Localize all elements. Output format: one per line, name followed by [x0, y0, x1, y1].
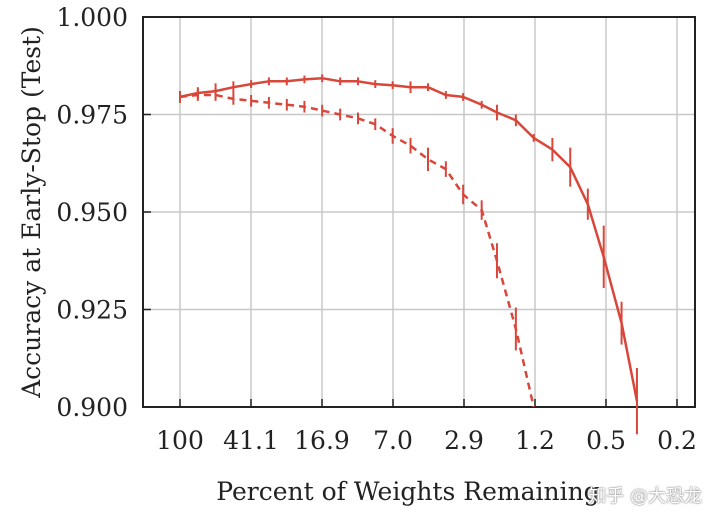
x-tick-label: 0.5 [586, 426, 626, 455]
y-axis-label: Accuracy at Early-Stop (Test) [17, 26, 46, 399]
x-tick-label: 0.2 [657, 426, 697, 455]
y-tick-label: 0.925 [56, 296, 128, 325]
y-tick-label: 0.900 [56, 393, 128, 422]
series-line-solid [179, 76, 639, 402]
x-tick-label: 100 [156, 426, 204, 455]
series-dashed [179, 89, 535, 408]
series-solid [179, 74, 639, 435]
x-tick-label: 1.2 [515, 426, 555, 455]
x-tick-label: 2.9 [444, 426, 484, 455]
series-layer [179, 74, 639, 435]
x-axis-label: Percent of Weights Remaining [216, 477, 599, 506]
series-line-dashed [179, 93, 535, 408]
x-tick-label: 41.1 [223, 426, 279, 455]
y-tick-label: 1.000 [56, 3, 128, 32]
grid-lines [143, 16, 695, 408]
x-tick-label: 16.9 [294, 426, 350, 455]
y-tick-label: 0.975 [56, 101, 128, 130]
x-tick-label: 7.0 [373, 426, 413, 455]
y-tick-label: 0.950 [56, 198, 128, 227]
y-tick-labels: 0.900 0.925 0.950 0.975 1.000 [56, 3, 128, 422]
watermark: 知乎 @大恐龙 [588, 486, 702, 507]
plot-frame [142, 16, 696, 408]
x-tick-labels: 100 41.1 16.9 7.0 2.9 1.2 0.5 0.2 [156, 426, 697, 455]
